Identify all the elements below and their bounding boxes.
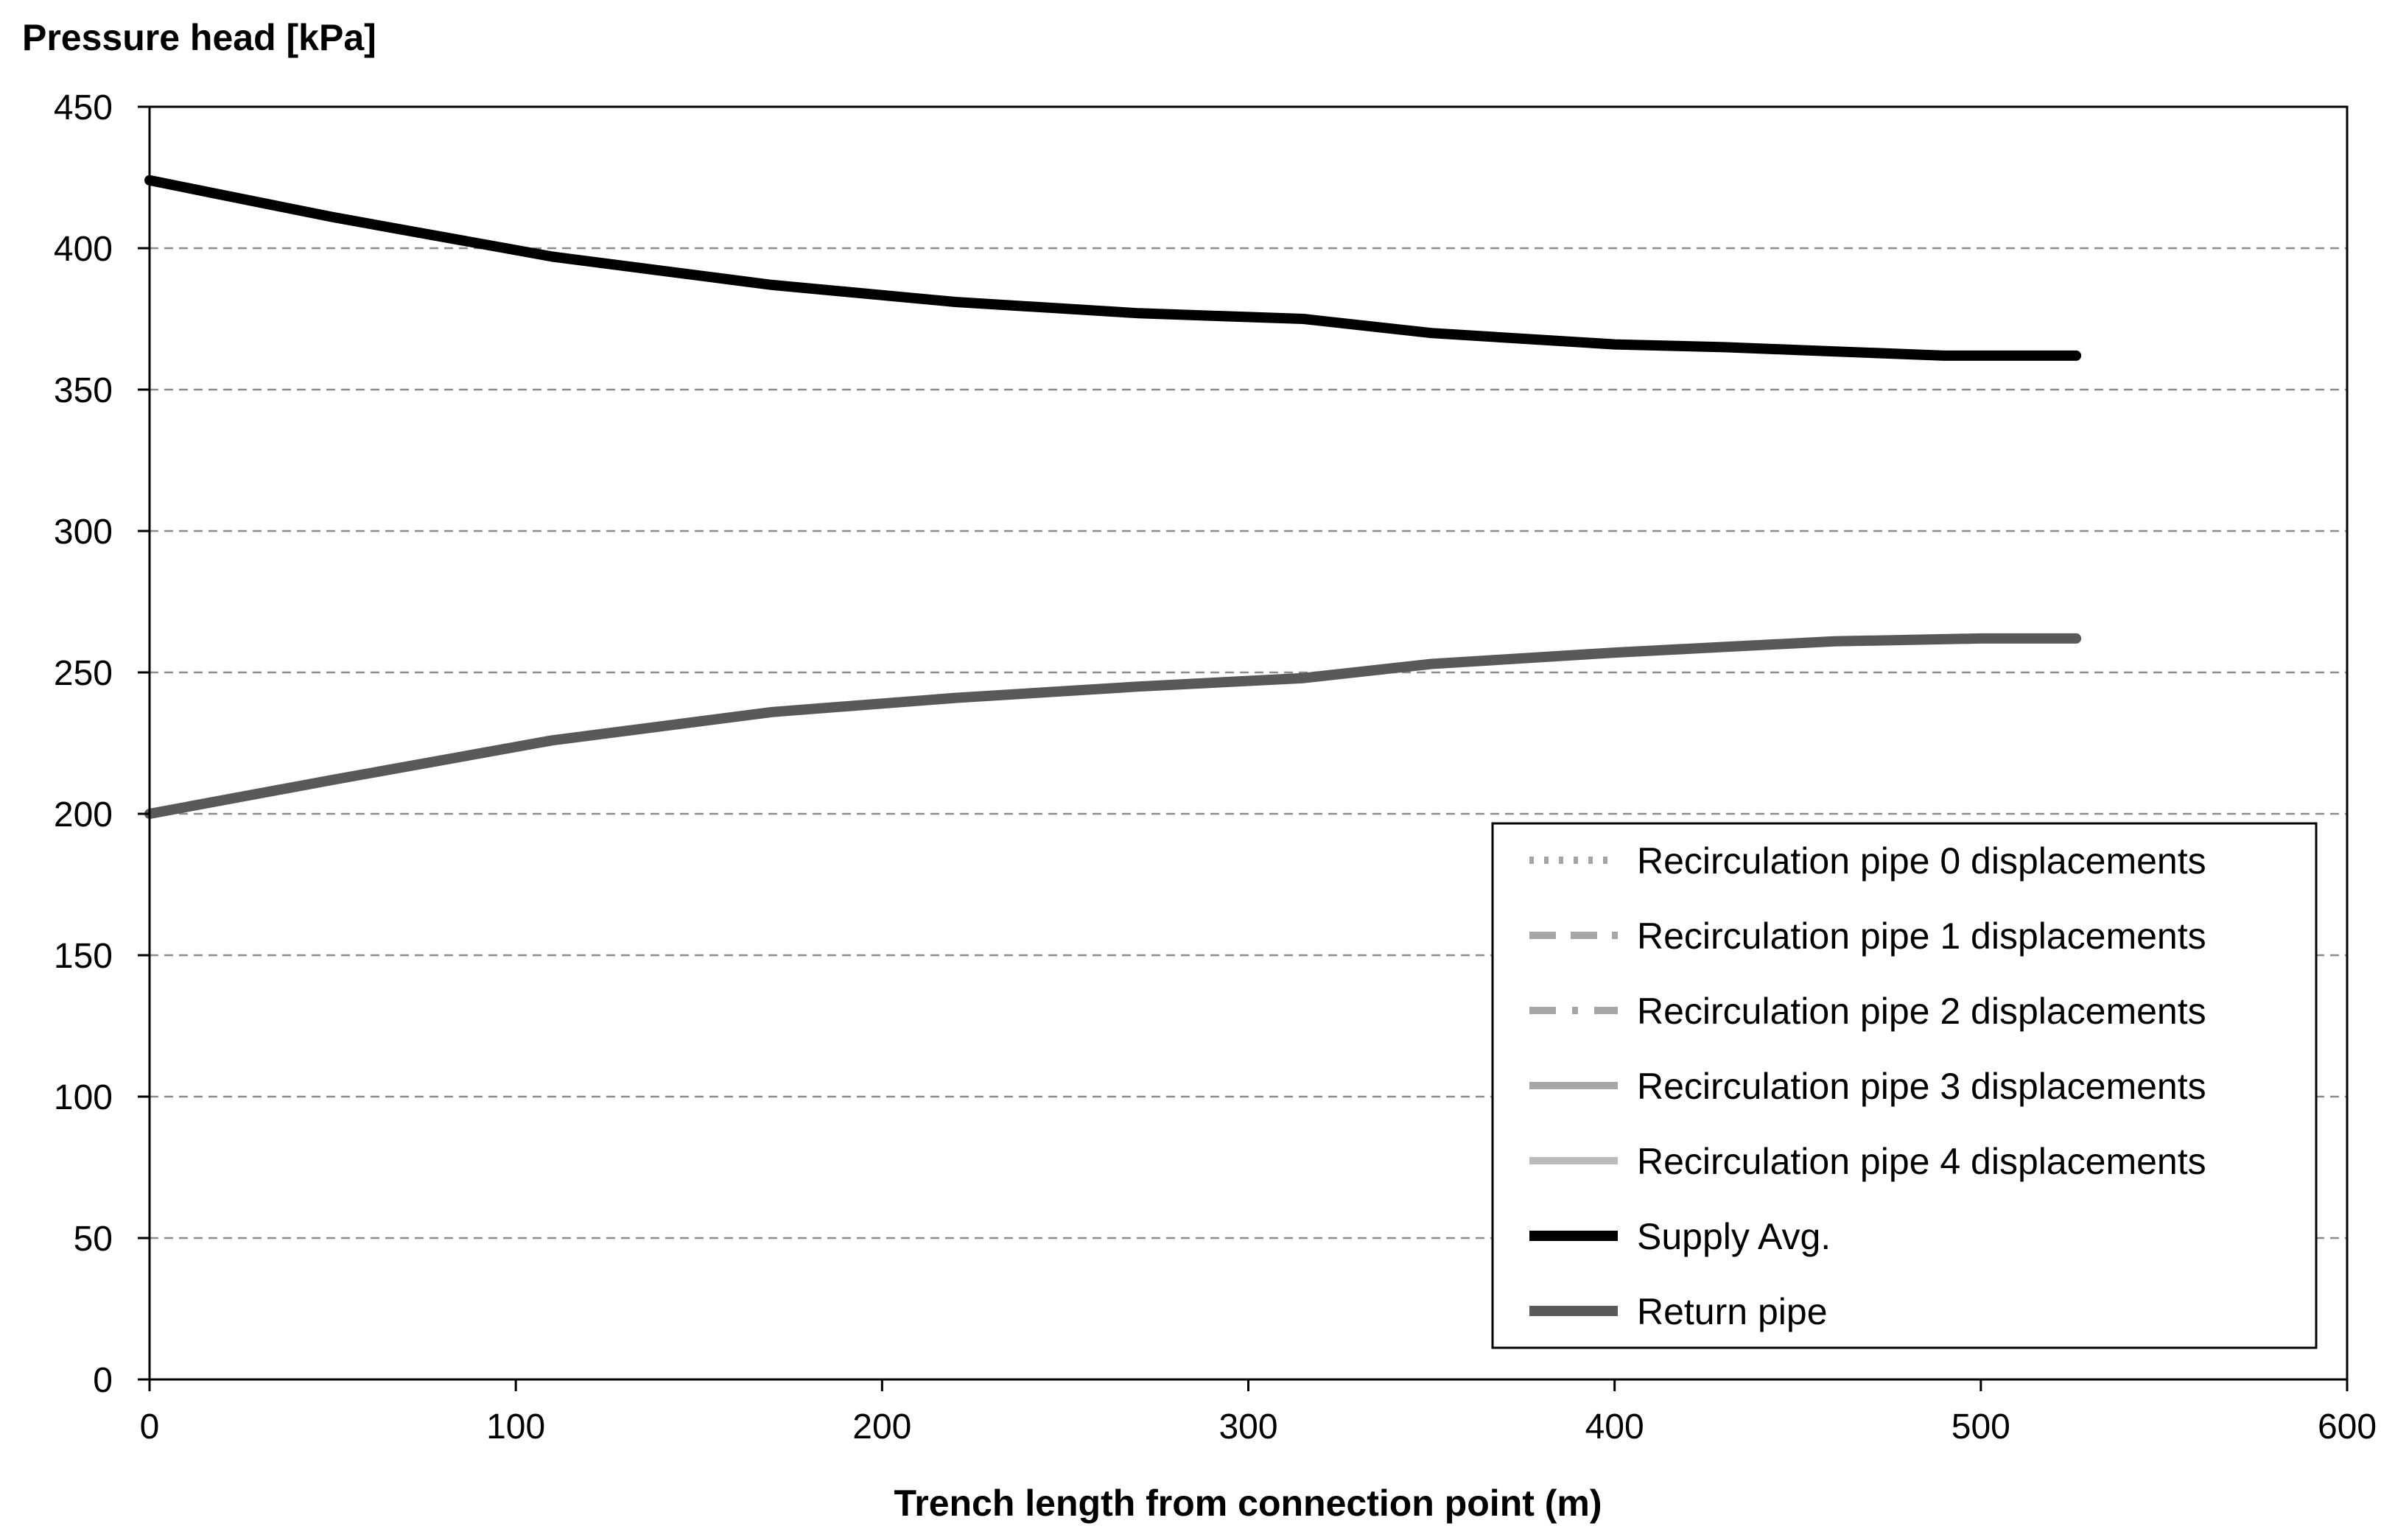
legend-box — [1491, 822, 2318, 1349]
series-line-6 — [144, 633, 2082, 819]
x-tick-label-400: 400 — [1585, 1407, 1644, 1446]
y-axis-title: Pressure head [kPa] — [22, 17, 376, 58]
y-tick-label-350: 350 — [54, 371, 113, 410]
y-tick-label-300: 300 — [54, 513, 113, 552]
x-axis-title: Trench length from connection point (m) — [894, 1483, 1602, 1524]
legend-label-6: Return pipe — [1637, 1291, 1828, 1332]
series-line-5 — [144, 175, 2082, 361]
y-tick-label-150: 150 — [54, 937, 113, 976]
series-layer — [144, 175, 2082, 819]
x-axis-ticks: 0 100 200 300 400 500 600 — [140, 1379, 2377, 1446]
y-axis-ticks: 0 50 100 150 200 250 300 350 400 450 — [54, 88, 150, 1400]
x-tick-label-100: 100 — [486, 1407, 545, 1446]
legend-label-5: Supply Avg. — [1637, 1216, 1831, 1257]
y-tick-label-400: 400 — [54, 230, 113, 269]
legend-label-3: Recirculation pipe 3 displacements — [1637, 1066, 2206, 1107]
legend-label-4: Recirculation pipe 4 displacements — [1637, 1141, 2206, 1182]
x-tick-label-600: 600 — [2318, 1407, 2377, 1446]
x-tick-label-500: 500 — [1952, 1407, 2010, 1446]
x-tick-label-300: 300 — [1218, 1407, 1277, 1446]
y-tick-label-50: 50 — [74, 1220, 113, 1259]
x-tick-label-200: 200 — [852, 1407, 911, 1446]
y-tick-label-100: 100 — [54, 1078, 113, 1117]
y-tick-label-0: 0 — [93, 1361, 113, 1400]
y-tick-label-450: 450 — [54, 88, 113, 127]
legend: Recirculation pipe 0 displacements Recirc… — [1491, 822, 2318, 1349]
legend-label-1: Recirculation pipe 1 displacements — [1637, 915, 2206, 957]
legend-label-2: Recirculation pipe 2 displacements — [1637, 991, 2206, 1032]
x-tick-label-0: 0 — [140, 1407, 160, 1446]
legend-label-0: Recirculation pipe 0 displacements — [1637, 840, 2206, 882]
y-tick-label-250: 250 — [54, 654, 113, 693]
y-tick-label-200: 200 — [54, 795, 113, 834]
